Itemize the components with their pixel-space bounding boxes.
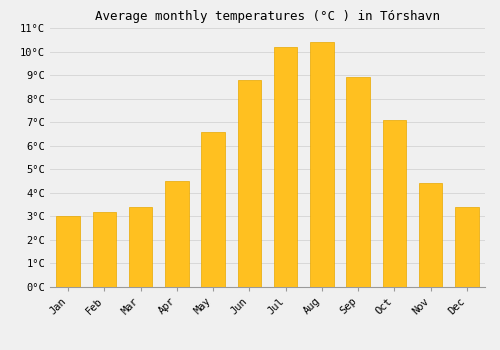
Bar xyxy=(274,47,297,287)
Title: Average monthly temperatures (°C ) in Tórshavn: Average monthly temperatures (°C ) in Tó… xyxy=(95,10,440,23)
Bar xyxy=(346,77,370,287)
Bar xyxy=(129,207,152,287)
Bar xyxy=(455,207,478,287)
Bar xyxy=(92,212,116,287)
Bar xyxy=(419,183,442,287)
Bar xyxy=(165,181,188,287)
Bar xyxy=(310,42,334,287)
Bar xyxy=(382,120,406,287)
Bar xyxy=(56,216,80,287)
Bar xyxy=(238,80,261,287)
Bar xyxy=(202,132,225,287)
